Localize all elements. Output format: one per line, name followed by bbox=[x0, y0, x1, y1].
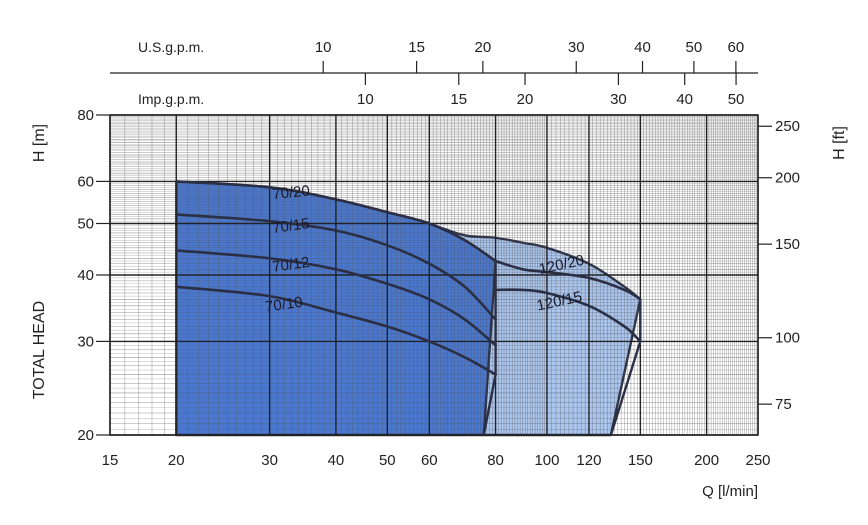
imp-gpm-tick-label: 40 bbox=[676, 91, 693, 108]
curve-70-20 bbox=[175, 180, 497, 263]
curve-label-70-20: 70/20 bbox=[272, 182, 311, 203]
imp-gpm-tick-label: 10 bbox=[357, 91, 374, 108]
x-axis-label: Q [l/min] bbox=[702, 483, 758, 500]
us-gpm-axis-label: U.S.g.p.m. bbox=[138, 39, 204, 55]
us-gpm-tick-label: 40 bbox=[634, 39, 651, 56]
right-tick-label: 250 bbox=[775, 118, 800, 135]
y-axis-ticks: 20 30 40 50 60 80 bbox=[77, 107, 110, 444]
curve-70-15 bbox=[175, 213, 497, 321]
y-tick-label: 40 bbox=[77, 267, 94, 284]
us-gpm-tick-label: 10 bbox=[315, 39, 332, 56]
top-flow-axes: U.S.g.p.m. Imp.g.p.m. 10 15 20 30 40 50 60 10 15 20… bbox=[110, 39, 758, 108]
right-tick-label: 150 bbox=[775, 236, 800, 253]
imp-gpm-axis-label: Imp.g.p.m. bbox=[138, 91, 204, 107]
y-tick-label: 50 bbox=[77, 215, 94, 232]
imp-gpm-tick-label: 20 bbox=[517, 91, 534, 108]
curve-label-70-15: 70/15 bbox=[271, 215, 311, 237]
x-tick-label: 150 bbox=[628, 452, 653, 469]
y-tick-label: 20 bbox=[77, 427, 94, 444]
y-tick-label: 60 bbox=[77, 173, 94, 190]
curve-70-10 bbox=[175, 285, 497, 376]
x-tick-label: 200 bbox=[694, 452, 719, 469]
right-tick-label: 200 bbox=[775, 170, 800, 187]
y-tick-label: 30 bbox=[77, 333, 94, 350]
y-axis-label-left: H [m] bbox=[31, 124, 48, 162]
x-tick-label: 250 bbox=[745, 452, 770, 469]
imp-gpm-tick-label: 50 bbox=[728, 91, 745, 108]
x-tick-label: 80 bbox=[487, 452, 504, 469]
curve-120-15 bbox=[494, 288, 642, 343]
us-gpm-tick-label: 50 bbox=[686, 39, 703, 56]
x-axis-ticks: 15 20 30 40 50 60 80 100 120 150 200 250 bbox=[102, 452, 771, 469]
x-tick-label: 20 bbox=[168, 452, 185, 469]
total-head-label: TOTAL HEAD bbox=[31, 301, 48, 399]
imp-gpm-tick-label: 15 bbox=[450, 91, 467, 108]
x-tick-label: 15 bbox=[102, 452, 119, 469]
x-tick-label: 120 bbox=[576, 452, 601, 469]
y-axis-label-right: H [ft] bbox=[831, 126, 848, 160]
curve-label-70-12: 70/12 bbox=[271, 254, 311, 276]
us-gpm-tick-label: 20 bbox=[475, 39, 492, 56]
curve-120-20 bbox=[494, 259, 642, 301]
x-tick-label: 60 bbox=[421, 452, 438, 469]
region-120-right-edge bbox=[609, 297, 642, 436]
right-tick-label: 75 bbox=[775, 396, 792, 413]
x-tick-label: 40 bbox=[328, 452, 345, 469]
x-tick-label: 50 bbox=[379, 452, 396, 469]
us-gpm-tick-label: 60 bbox=[728, 39, 745, 56]
us-gpm-tick-label: 15 bbox=[408, 39, 425, 56]
pump-curves bbox=[175, 180, 642, 436]
imp-gpm-tick-label: 30 bbox=[610, 91, 627, 108]
us-gpm-tick-label: 30 bbox=[568, 39, 585, 56]
x-tick-label: 30 bbox=[261, 452, 278, 469]
curve-70-12 bbox=[175, 249, 497, 347]
right-tick-label: 100 bbox=[775, 330, 800, 347]
x-tick-label: 100 bbox=[534, 452, 559, 469]
right-axis-ticks: 75 100 150 200 250 bbox=[758, 118, 800, 413]
region-70-right-edge bbox=[482, 259, 497, 436]
curve-label-70-10: 70/10 bbox=[264, 294, 304, 316]
y-tick-label: 80 bbox=[77, 107, 94, 124]
